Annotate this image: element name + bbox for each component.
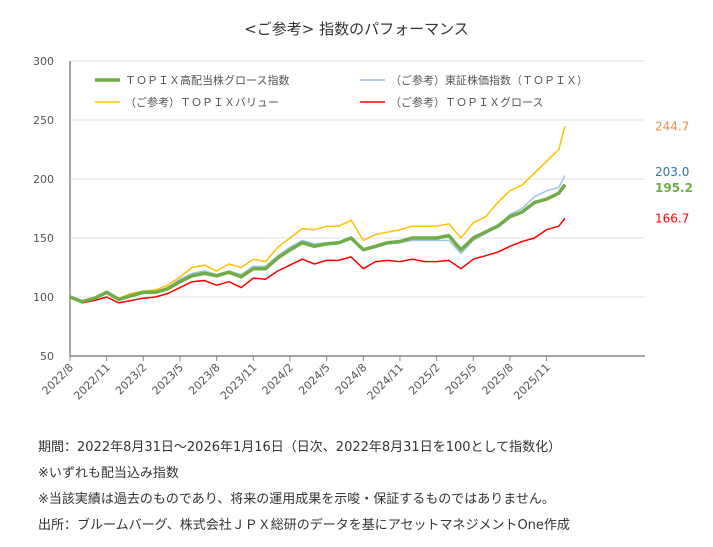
x-tick-label: 2023/5 (150, 361, 187, 398)
series-line-3 (69, 217, 566, 304)
x-tick-label: 2025/2 (406, 361, 443, 398)
x-tick-label: 2023/2 (113, 361, 150, 398)
x-tick-label: 2025/8 (479, 361, 516, 398)
x-tick-label: 2025/11 (511, 361, 553, 403)
x-tick-label: 2022/11 (71, 361, 113, 403)
x-tick-label: 2022/8 (40, 361, 77, 398)
x-tick-label: 2024/11 (365, 361, 407, 403)
end-label-2: 244.7 (655, 119, 689, 133)
legend-label-3: （ご参考）ＴＯＰＩＸグロース (390, 95, 543, 109)
x-tick-label: 2024/5 (296, 361, 333, 398)
y-tick-label: 50 (40, 350, 54, 363)
y-tick-label: 300 (33, 55, 54, 68)
end-label-0: 195.2 (655, 181, 693, 195)
y-tick-label: 100 (33, 291, 54, 304)
legend-label-1: （ご参考）東証株価指数（ＴＯＰＩＸ） (390, 73, 588, 87)
x-tick-label: 2024/8 (333, 361, 370, 398)
x-tick-label: 2025/5 (443, 361, 480, 398)
series-line-2 (69, 126, 566, 303)
legend-label-2: （ご参考）ＴＯＰＩＸバリュー (125, 95, 279, 109)
legend-label-0: ＴＯＰＩＸ高配当株グロース指数 (125, 73, 289, 87)
y-tick-label: 150 (33, 232, 54, 245)
note-disclaimer: ※当該実績は過去のものであり、将来の運用成果を示唆・保証するものではありません。 (38, 492, 555, 507)
chart-title: <ご参考> 指数のパフォーマンス (244, 20, 469, 38)
series-line-1 (69, 175, 566, 303)
note-period: 期間：2022年8月31日～2026年1月16日（日次、2022年8月31日を1… (38, 440, 562, 455)
y-tick-label: 200 (33, 173, 54, 186)
note-source: 出所：ブルームバーグ、株式会社ＪＰＸ総研のデータを基にアセットマネジメントOne… (38, 518, 570, 533)
series-line-0 (69, 183, 567, 304)
y-tick-label: 250 (33, 114, 54, 127)
x-tick-label: 2024/2 (260, 361, 297, 398)
x-tick-label: 2023/8 (186, 361, 223, 398)
note-dividend: ※いずれも配当込み指数 (38, 466, 179, 481)
end-label-1: 203.0 (655, 165, 689, 179)
x-tick-label: 2023/11 (218, 361, 260, 403)
end-label-3: 166.7 (655, 211, 689, 225)
